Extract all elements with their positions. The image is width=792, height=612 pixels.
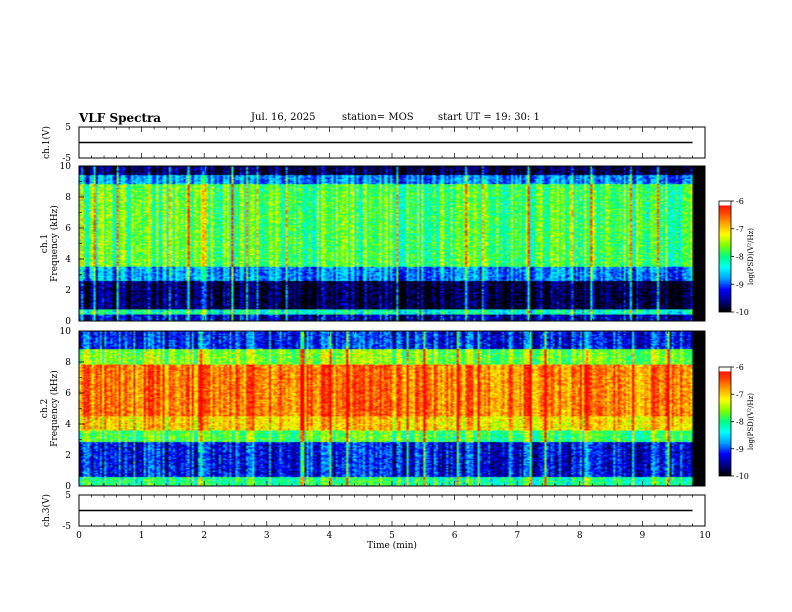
y-axis-label: ch.1(V) [41,126,52,159]
spectrogram-ch1-spectrogram [79,166,705,321]
y-tick-label: 10 [60,327,72,337]
x-tick-label: 8 [577,531,583,541]
x-tick-label: 4 [327,531,333,541]
colorbar-tick-label: -6 [736,197,744,206]
y-tick-label: 4 [65,255,71,265]
y-axis-label: Frequency (kHz) [49,205,60,282]
colorbar-ch1-spectrogram [719,201,731,312]
y-axis-label: Frequency (kHz) [49,370,60,447]
x-axis-label: Time (min) [367,540,417,551]
start-time-label: start UT = 19: 30: 1 [438,112,540,123]
x-tick-label: 6 [452,531,458,541]
y-axis-label: ch.3(V) [41,494,52,527]
y-axis-label: ch.1 [40,234,50,253]
y-tick-label: -5 [62,522,71,532]
date-label: Jul. 16, 2025 [251,112,316,123]
y-tick-label: 8 [65,193,71,203]
y-tick-label: 2 [65,451,71,461]
chart-title: VLF Spectra [79,111,162,125]
y-tick-label: 0 [65,482,71,492]
x-tick-label: 3 [264,531,270,541]
colorbar-tick-label: -9 [736,445,744,454]
y-tick-label: 5 [65,491,71,501]
colorbar-tick-label: -7 [736,225,744,234]
x-tick-label: 7 [514,531,520,541]
colorbar-label: log(PSD)(V²/Hz) [747,393,755,450]
y-tick-label: 5 [65,123,71,133]
x-tick-label: 1 [139,531,145,541]
colorbar-tick-label: -8 [736,253,744,262]
y-tick-label: 4 [65,420,71,430]
y-tick-label: 6 [65,224,71,234]
colorbar-tick-label: -9 [736,280,744,289]
colorbar-tick-label: -10 [736,308,749,317]
y-tick-label: 10 [60,162,72,172]
y-tick-label: -5 [62,154,71,164]
x-tick-label: 9 [640,531,646,541]
colorbar-tick-label: -6 [736,363,744,372]
colorbar-tick-label: -10 [736,472,749,481]
x-tick-label: 10 [699,531,711,541]
y-tick-label: 8 [65,358,71,368]
y-tick-label: 0 [65,317,71,327]
y-tick-label: 6 [65,389,71,399]
spectrogram-ch2-spectrogram [79,331,705,486]
colorbar-label: log(PSD)(V²/Hz) [747,228,755,285]
station-label: station= MOS [342,112,414,123]
colorbar-tick-label: -7 [736,390,744,399]
x-tick-label: 5 [389,531,395,541]
x-tick-label: 2 [201,531,207,541]
x-tick-label: 0 [76,531,82,541]
y-tick-label: 2 [65,286,71,296]
y-axis-label: ch.2 [40,399,50,418]
colorbar-tick-label: -8 [736,418,744,427]
colorbar-ch2-spectrogram [719,367,731,476]
